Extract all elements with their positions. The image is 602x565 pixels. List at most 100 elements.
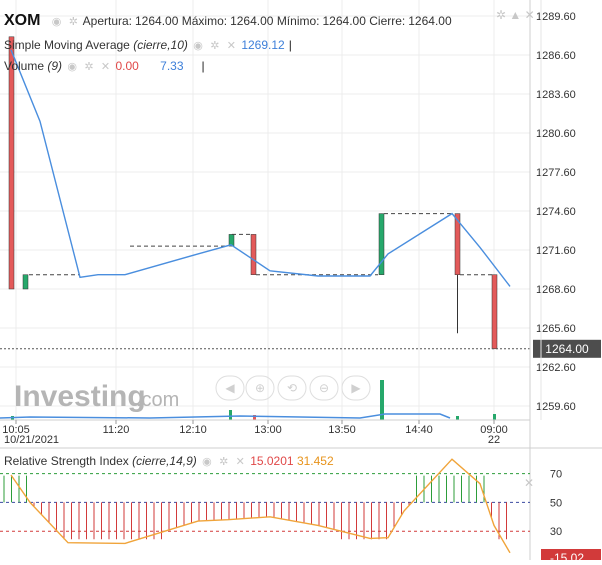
rsi-current-label: -15.02 [550, 551, 584, 560]
date-label-right: 22 [488, 434, 500, 446]
candle-body [228, 234, 235, 247]
eye-icon[interactable]: ◉ [202, 456, 212, 468]
zoom-out-icon[interactable]: ⊖ [309, 375, 339, 401]
close-icon[interactable]: ✕ [235, 456, 245, 468]
time-tick-label: 13:00 [254, 424, 282, 436]
toolbar-button-frame [341, 375, 371, 401]
candle-body [250, 234, 257, 275]
eye-icon[interactable]: ◉ [67, 61, 77, 73]
close-label: Cierre: [369, 14, 406, 28]
zoom-in-icon[interactable]: ⊕ [245, 375, 275, 401]
time-tick-label: 11:20 [103, 424, 130, 436]
rsi-params: (cierre,14,9) [132, 454, 197, 468]
toolbar-button-frame [309, 375, 339, 401]
close-icon[interactable]: ✕ [100, 61, 111, 73]
close-icon[interactable]: ✕ [524, 8, 535, 22]
gear-icon[interactable]: ✲ [496, 8, 507, 22]
investing-watermark: Investing .com [14, 380, 179, 413]
price-tick-label: 1265.60 [536, 323, 576, 335]
zoom-toolbar[interactable]: ◀ ⊕ ⟲ ⊖ ▶ [215, 375, 371, 401]
rsi-close-control: ✕ [524, 476, 534, 490]
last-price-label: 1264.00 [545, 342, 589, 356]
arrow-left-icon[interactable]: ◀ [215, 375, 245, 401]
toolbar-button-frame [277, 375, 307, 401]
rsi-tick-label: 30 [550, 526, 562, 538]
low-value: 1264.00 [322, 14, 366, 28]
volume-bar [229, 410, 232, 420]
candles: 1264.00 [0, 36, 601, 358]
volume-params: (9) [47, 59, 63, 73]
gear-icon[interactable]: ✲ [84, 61, 94, 73]
volume-bar [380, 380, 384, 420]
rsi-tick-label: 70 [550, 469, 562, 481]
time-tick-label: 09:00 [480, 424, 508, 436]
price-tick-label: 1283.60 [536, 89, 576, 101]
volume-legend: Volume (9) ◉ ✲ ✕ 0.00 7.33 | [4, 59, 205, 73]
toolbar-glyph: ⊖ [319, 381, 329, 395]
candle-body [8, 36, 15, 290]
time-tick-label: 13:50 [328, 424, 356, 436]
triangle-up-icon[interactable]: ▲ [509, 8, 522, 22]
eye-icon[interactable]: ◉ [51, 16, 62, 28]
arrow-right-icon[interactable]: ▶ [341, 375, 371, 401]
volume-name: Volume [4, 59, 45, 73]
sma-path [10, 49, 511, 287]
volume-value-1: 0.00 [115, 59, 139, 73]
rsi-tick-label: 50 [550, 497, 562, 509]
gear-icon[interactable]: ✲ [219, 456, 229, 468]
sma-name: Simple Moving Average [4, 38, 130, 52]
toolbar-glyph: ▶ [351, 381, 361, 395]
sma-params: (cierre,10) [133, 38, 188, 52]
toolbar-glyph: ⟲ [287, 381, 297, 395]
gear-icon[interactable]: ✲ [68, 16, 78, 28]
price-tick-label: 1286.60 [536, 50, 576, 62]
price-tick-label: 1259.60 [536, 401, 576, 413]
price-grid [0, 0, 530, 420]
toolbar-button-frame [245, 375, 275, 401]
price-tick-label: 1271.60 [536, 245, 576, 257]
date-label-left: 10/21/2021 [4, 434, 59, 446]
volume-bar [253, 415, 256, 420]
watermark-suffix: .com [136, 389, 179, 411]
high-value: 1264.00 [230, 14, 274, 28]
sma-legend: Simple Moving Average (cierre,10) ◉ ✲ ✕ … [4, 38, 292, 52]
low-label: Mínimo: [276, 14, 320, 28]
last-price-tag [533, 339, 601, 358]
rsi-legend: Relative Strength Index (cierre,14,9) ◉ … [4, 454, 334, 468]
sma-line [10, 49, 511, 287]
ohlc-legend: XOM ◉ ✲ Apertura: 1264.00 Máximo: 1264.00 … [4, 12, 452, 30]
candle-body [22, 274, 29, 290]
volume-bar [456, 416, 459, 420]
toolbar-glyph: ◀ [225, 381, 235, 395]
price-tick-label: 1262.60 [536, 362, 576, 374]
close-icon[interactable]: ✕ [524, 476, 535, 490]
volume-ma-line [0, 413, 451, 419]
price-tick-label: 1280.60 [536, 128, 576, 140]
time-tick-label: 12:10 [179, 424, 207, 436]
candle-body [491, 274, 498, 350]
toolbar-button-frame [215, 375, 245, 401]
rsi-value-2: 31.452 [296, 454, 334, 468]
candle-body [454, 213, 461, 275]
watermark-brand: Investing [14, 380, 146, 413]
close-icon[interactable]: ✕ [226, 40, 236, 52]
toolbar-glyph: ⊕ [255, 381, 265, 395]
gear-icon[interactable]: ✲ [210, 40, 220, 52]
candle-body [378, 213, 385, 275]
high-label: Máximo: [181, 14, 228, 28]
zoom-reset-icon[interactable]: ⟲ [277, 375, 307, 401]
sma-value: 1269.12 [241, 38, 285, 52]
rsi-value-1: 15.0201 [250, 454, 294, 468]
price-tick-label: 1277.60 [536, 167, 576, 179]
rsi-name: Relative Strength Index [4, 454, 129, 468]
time-tick-label: 10:05 [2, 424, 30, 436]
price-tick-label: 1268.60 [536, 284, 576, 296]
time-tick-label: 14:40 [405, 424, 433, 436]
volume-bars [0, 380, 496, 420]
open-value: 1264.00 [135, 14, 179, 28]
eye-icon[interactable]: ◉ [193, 40, 203, 52]
